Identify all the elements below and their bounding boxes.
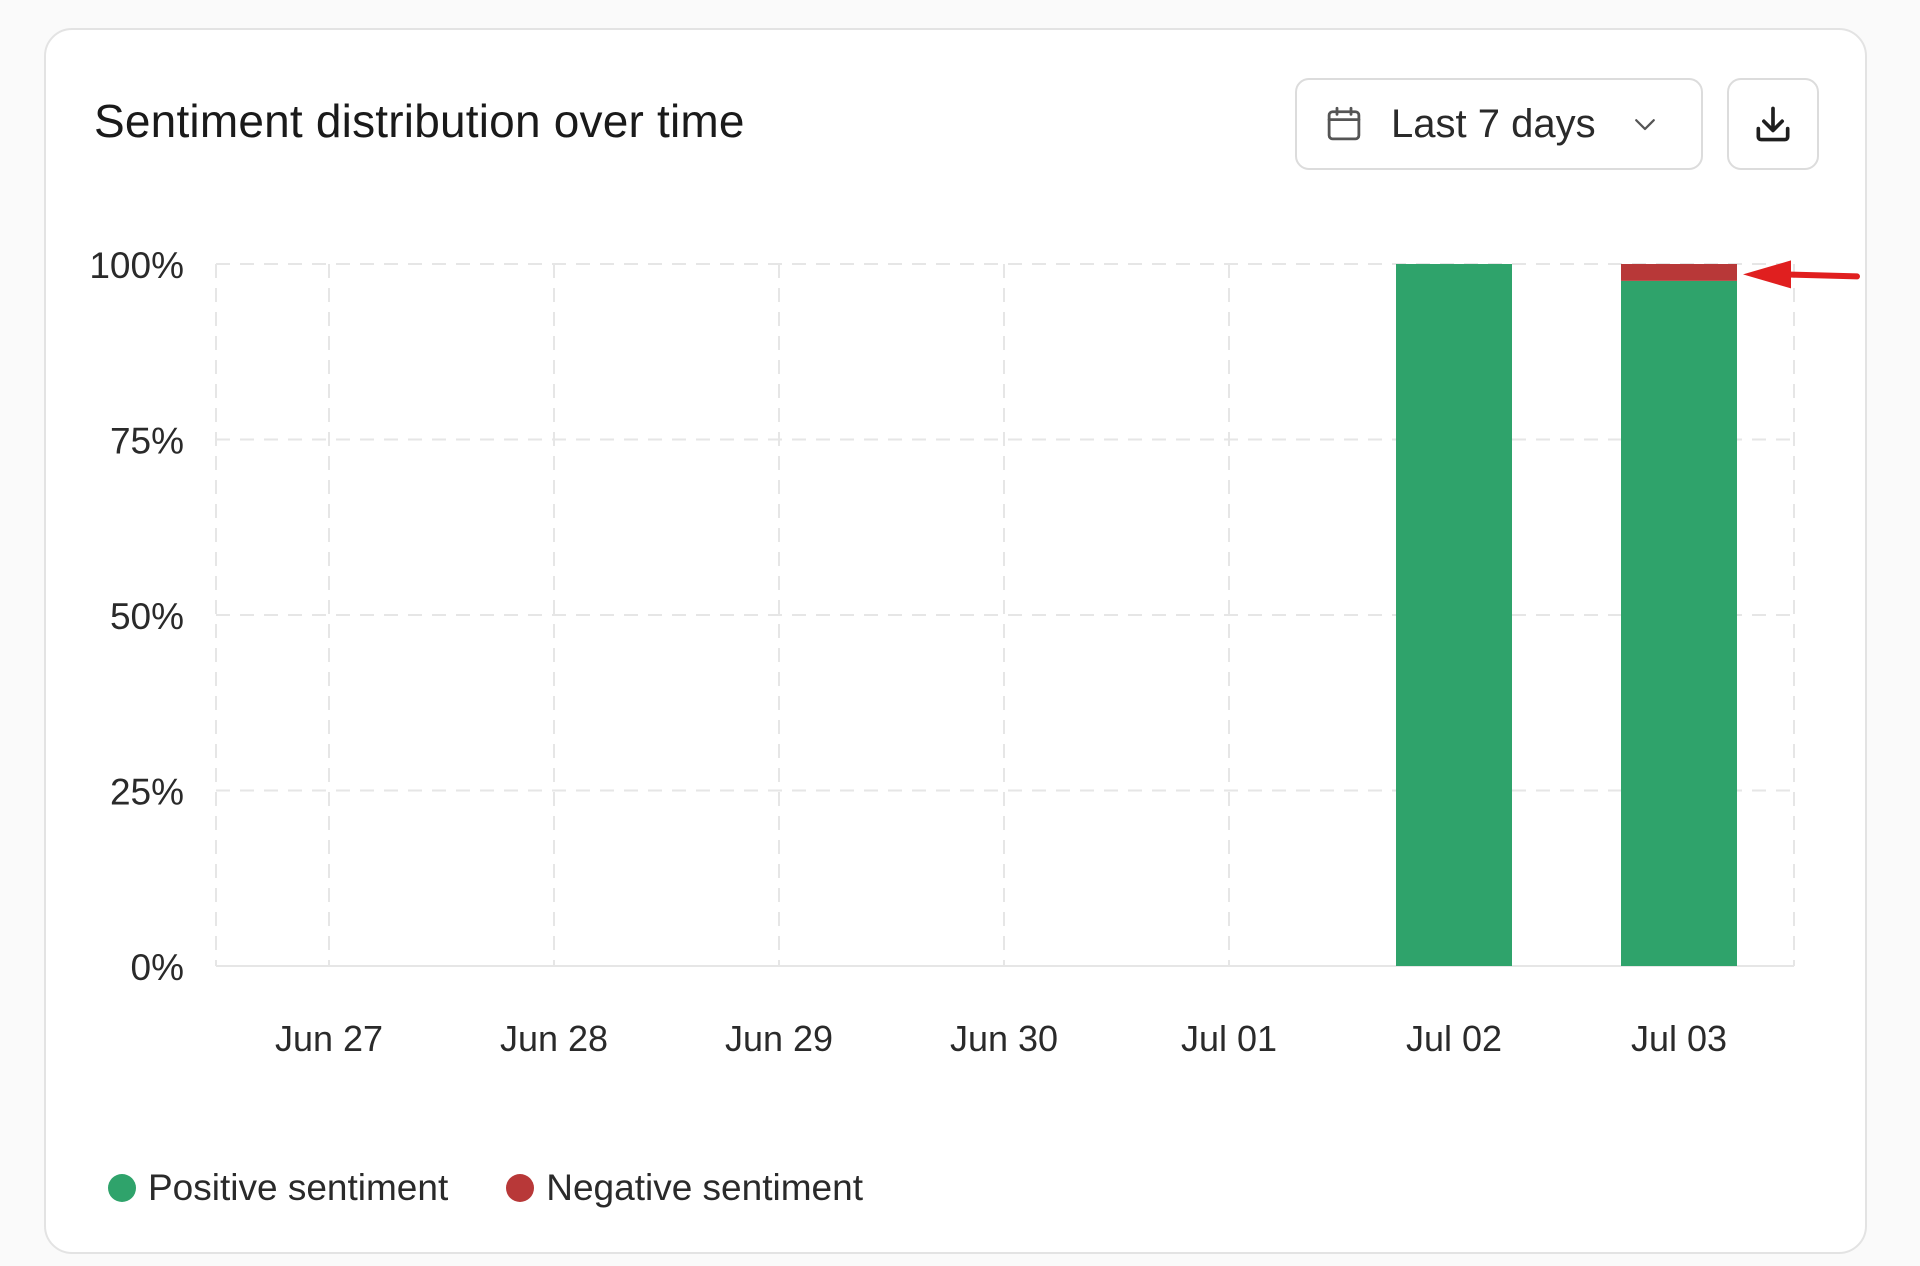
bar-positive[interactable] <box>1396 264 1512 966</box>
date-range-label: Last 7 days <box>1391 101 1596 146</box>
x-tick-label: Jul 02 <box>1406 1018 1502 1059</box>
legend-dot-positive <box>108 1174 136 1202</box>
download-icon <box>1756 106 1790 142</box>
x-tick-label: Jun 30 <box>950 1018 1058 1059</box>
x-axis: Jun 27 Jun 28 Jun 29 Jun 30 Jul 01 Jul 02 Jul … <box>275 1018 1727 1059</box>
y-tick-label: 50% <box>110 596 184 637</box>
chart-legend: Positive sentiment Negative sentiment <box>108 1167 921 1209</box>
chart-grid <box>215 263 1795 967</box>
legend-item-positive[interactable]: Positive sentiment <box>108 1167 448 1209</box>
legend-item-negative[interactable]: Negative sentiment <box>506 1167 863 1209</box>
download-button[interactable] <box>1727 78 1819 170</box>
x-tick-label: Jun 27 <box>275 1018 383 1059</box>
chart-bars <box>1396 264 1737 966</box>
date-range-dropdown[interactable]: Last 7 days <box>1295 78 1703 170</box>
x-tick-label: Jul 03 <box>1631 1018 1727 1059</box>
bar-positive[interactable] <box>1621 280 1737 966</box>
sentiment-chart-card: Sentiment distribution over time Last 7 … <box>44 28 1867 1254</box>
bar-negative[interactable] <box>1621 264 1737 281</box>
y-tick-label: 25% <box>110 772 184 813</box>
y-tick-label: 0% <box>131 947 184 988</box>
x-tick-label: Jul 01 <box>1181 1018 1277 1059</box>
chart-title: Sentiment distribution over time <box>94 95 745 147</box>
y-axis: 0% 25% 50% 75% 100% <box>89 245 184 988</box>
chart-annotation <box>1743 260 1860 289</box>
x-tick-label: Jun 28 <box>500 1018 608 1059</box>
y-tick-label: 100% <box>89 245 184 286</box>
legend-label-negative: Negative sentiment <box>546 1167 863 1208</box>
calendar-icon <box>1327 106 1361 141</box>
chevron-down-icon <box>1634 119 1655 131</box>
annotation-arrow-head <box>1743 260 1791 289</box>
annotation-arrow-shaft <box>1780 271 1860 280</box>
y-tick-label: 75% <box>110 421 184 462</box>
x-tick-label: Jun 29 <box>725 1018 833 1059</box>
sentiment-bar-chart: 0% 25% 50% 75% 100% Jun 27 Jun 28 Jun 29 Jun 30… <box>89 245 1860 1059</box>
legend-dot-negative <box>506 1174 535 1202</box>
legend-label-positive: Positive sentiment <box>148 1167 449 1208</box>
